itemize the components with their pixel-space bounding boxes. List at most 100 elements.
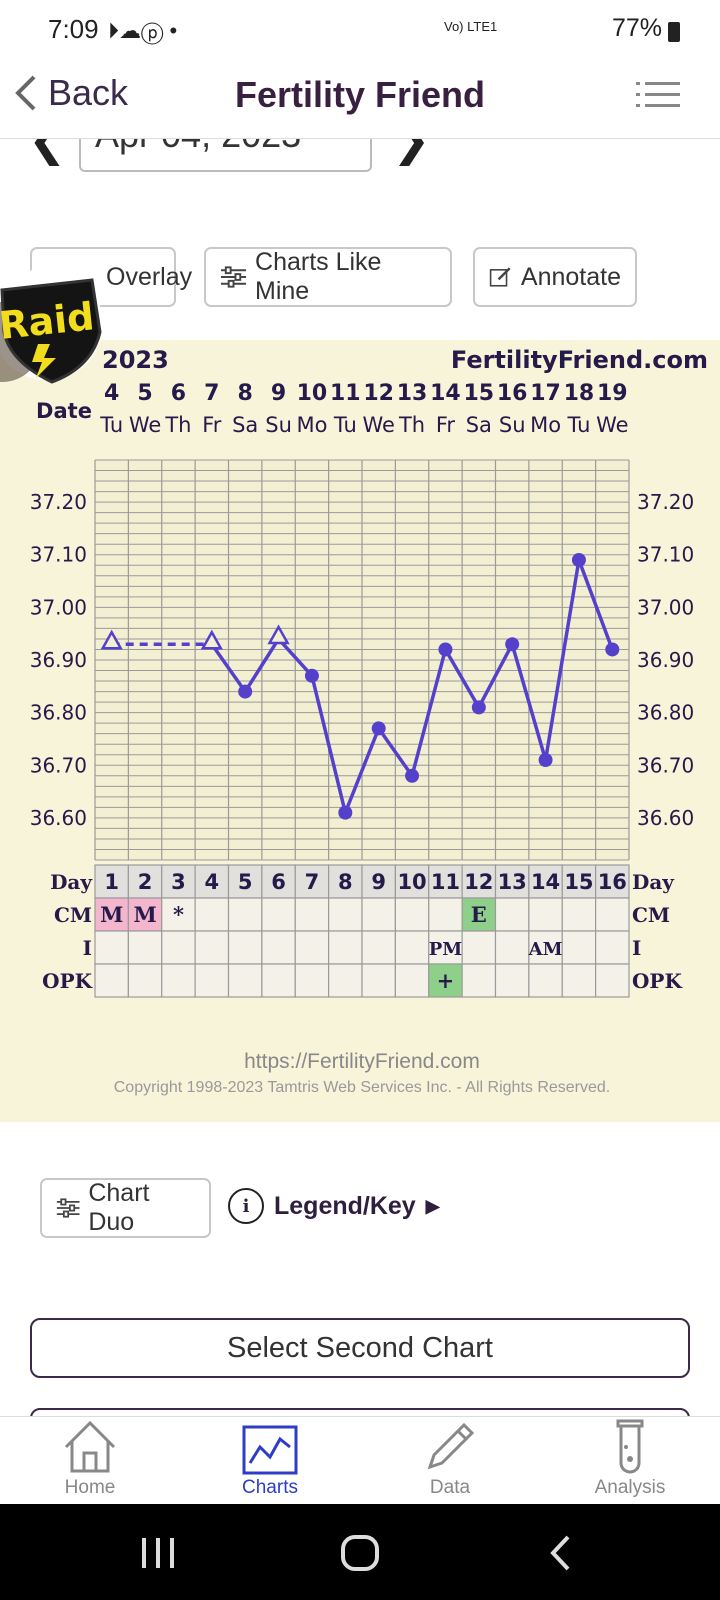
row-label-right: Day	[632, 870, 675, 894]
row-cell-cm	[127, 897, 163, 932]
menu-list-icon[interactable]	[636, 80, 680, 110]
row-value-day: 2	[138, 870, 153, 894]
row-value-day: 14	[531, 870, 560, 894]
y-tick-left: 36.80	[30, 701, 87, 725]
system-nav-bar	[0, 1504, 720, 1600]
page-title: Fertility Friend	[234, 74, 486, 115]
series-line	[443, 648, 481, 709]
row-cell-cm	[494, 897, 530, 932]
date-label: 15	[464, 381, 495, 406]
recent-apps-icon[interactable]	[140, 1536, 176, 1570]
weekday-label: Th	[398, 413, 425, 437]
y-tick-right: 36.90	[637, 648, 694, 672]
row-cell-opk	[94, 963, 129, 998]
tab-data[interactable]: Data	[360, 1417, 540, 1505]
tab-charts[interactable]: Charts	[180, 1417, 360, 1505]
row-label-left: OPK	[42, 969, 92, 993]
weekday-label: Tu	[333, 413, 357, 437]
weekday-label: Tu	[99, 413, 123, 437]
row-cell-day	[261, 864, 296, 899]
legend-key-button[interactable]: i Legend/Key ▶	[228, 1188, 440, 1224]
series-line	[210, 643, 247, 693]
y-tick-right: 36.70	[637, 753, 694, 777]
date-label: 17	[530, 381, 561, 406]
tab-analysis[interactable]: Analysis	[540, 1417, 720, 1505]
date-label: 11	[330, 381, 361, 406]
raid-ad-logo[interactable]: Raid	[0, 262, 110, 390]
row-cell-cm	[294, 897, 330, 932]
row-value-day: 6	[271, 870, 286, 894]
weekday-label: Th	[164, 413, 191, 437]
chart-duo-button[interactable]: Chart Duo	[40, 1178, 211, 1238]
temp-point	[238, 684, 253, 699]
row-value-cm: M	[100, 902, 123, 927]
row-value-day: 5	[238, 870, 253, 894]
test-tube-icon	[616, 1419, 644, 1474]
row-cell-opk	[494, 963, 530, 998]
temp-point	[304, 668, 319, 683]
series-line	[243, 638, 281, 693]
date-label: 6	[171, 381, 186, 406]
tab-analysis-label: Analysis	[594, 1477, 666, 1498]
y-tick-right: 36.60	[637, 806, 694, 830]
temp-point	[338, 805, 353, 820]
row-cell-day	[294, 864, 330, 899]
charts-like-mine-button[interactable]: Charts Like Mine	[204, 247, 452, 307]
date-label: 10	[297, 381, 328, 406]
app-header: Fertility Friend Back	[0, 62, 720, 139]
series-line	[343, 727, 381, 814]
y-tick-right: 37.20	[637, 490, 694, 514]
pencil-icon	[427, 1422, 475, 1470]
row-cell-i	[194, 930, 230, 965]
select-second-chart-button[interactable]: Select Second Chart	[30, 1318, 690, 1378]
weekday-label: We	[129, 413, 161, 437]
series-line	[510, 643, 548, 761]
y-tick-left: 37.20	[30, 490, 87, 514]
chart-year: 2023	[102, 346, 169, 374]
row-value-day: 15	[564, 870, 593, 894]
series-line	[410, 649, 448, 777]
row-value-day: 8	[338, 870, 353, 894]
y-tick-left: 36.90	[30, 648, 87, 672]
series-line	[477, 643, 514, 709]
play-arrow-icon: ▶	[425, 1195, 440, 1216]
row-cell-day	[94, 864, 129, 899]
weekday-label: Tu	[566, 413, 590, 437]
row-label-right: OPK	[632, 969, 682, 993]
row-cell-i	[127, 930, 163, 965]
y-tick-left: 37.00	[30, 595, 87, 619]
bbt-chart[interactable]: 2023 FertilityFriend.com Date 4 5 6 7 8 9 10 11…	[0, 340, 720, 1122]
row-label-left: I	[83, 936, 92, 960]
row-value-day: 3	[171, 870, 186, 894]
row-value-cm: *	[173, 902, 184, 927]
svg-text:Raid: Raid	[0, 294, 96, 348]
row-cell-cm	[94, 897, 129, 932]
row-cell-i	[294, 930, 330, 965]
row-cell-day	[227, 864, 263, 899]
annotate-button[interactable]: Annotate	[473, 247, 637, 307]
row-label-right: CM	[632, 903, 670, 927]
row-cell-opk	[328, 963, 363, 998]
chart-grid	[94, 459, 630, 861]
row-cell-i	[328, 930, 363, 965]
row-label-left: Day	[50, 870, 93, 894]
row-value-day: 7	[305, 870, 320, 894]
y-tick-right: 36.80	[637, 701, 694, 725]
date-row-label: Date	[36, 399, 92, 423]
edit-note-icon	[489, 267, 511, 287]
tab-home[interactable]: Home	[0, 1417, 180, 1505]
row-cell-cm	[394, 897, 430, 932]
weekday-label: Mo	[530, 413, 561, 437]
row-cell-day	[461, 864, 497, 899]
y-tick-left: 37.10	[30, 543, 87, 567]
row-cell-cm	[328, 897, 363, 932]
tab-charts-label: Charts	[242, 1477, 298, 1498]
back-button[interactable]: Back	[14, 72, 128, 114]
row-cell-day	[127, 864, 163, 899]
date-label: 13	[397, 381, 428, 406]
back-nav-icon[interactable]	[548, 1534, 572, 1572]
home-nav-icon[interactable]	[340, 1534, 380, 1572]
row-cell-opk	[528, 963, 563, 998]
chart-title: FertilityFriend.com	[451, 346, 708, 374]
temp-point	[438, 642, 453, 657]
